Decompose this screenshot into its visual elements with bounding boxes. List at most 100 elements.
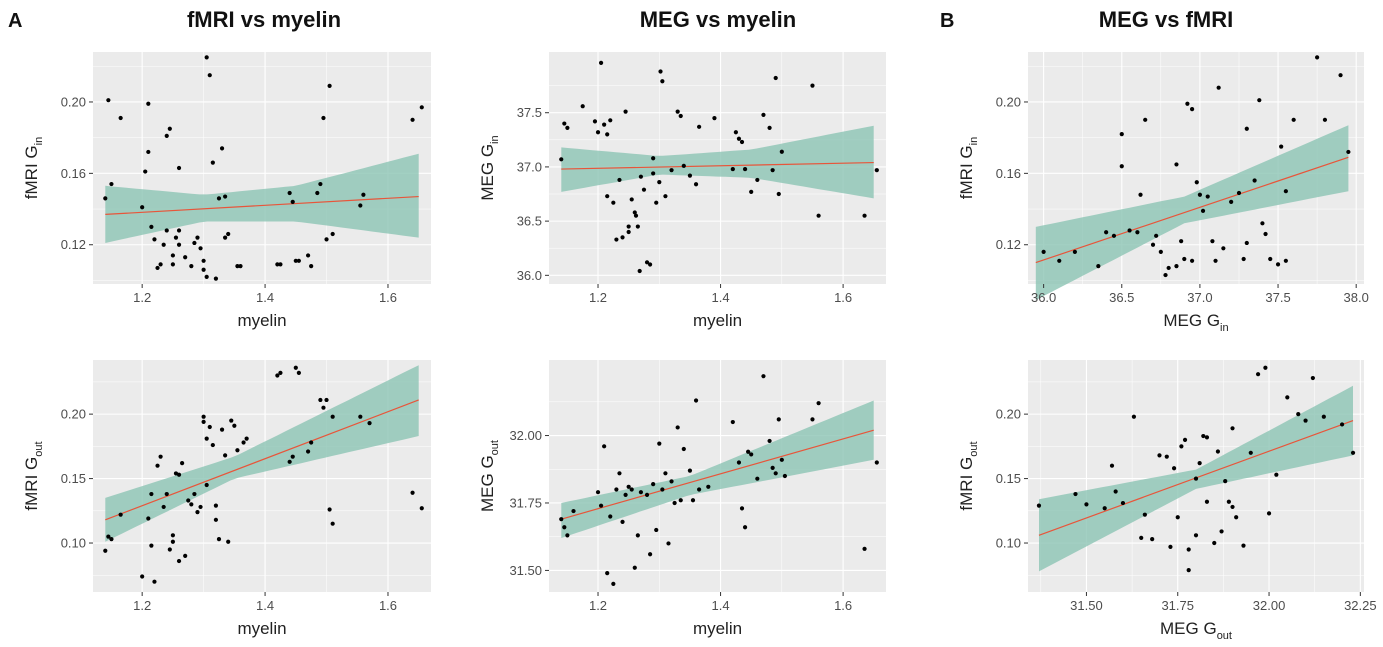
- data-point: [614, 237, 619, 242]
- data-point: [309, 264, 314, 269]
- x-tick-label: 1.6: [834, 290, 852, 305]
- data-point: [1321, 414, 1326, 419]
- x-tick-label: 1.2: [133, 290, 151, 305]
- data-point: [1268, 256, 1273, 262]
- panel-label-b: B: [940, 10, 954, 32]
- data-point: [1163, 272, 1168, 278]
- data-point: [608, 514, 613, 519]
- data-point: [419, 506, 424, 511]
- data-point: [681, 446, 686, 452]
- data-point: [658, 69, 663, 74]
- data-point: [1244, 126, 1249, 131]
- x-tick-label: 1.2: [589, 598, 607, 613]
- data-point: [223, 453, 228, 458]
- data-point: [1263, 231, 1268, 237]
- data-point: [167, 126, 172, 131]
- data-point: [629, 487, 634, 492]
- data-point: [755, 476, 760, 481]
- data-point: [810, 417, 815, 422]
- data-point: [1212, 540, 1217, 546]
- data-point: [562, 525, 567, 530]
- data-point: [626, 229, 631, 235]
- data-point: [669, 168, 674, 173]
- x-tick-label: 36.0: [1031, 290, 1056, 305]
- data-point: [1275, 262, 1281, 267]
- data-point: [327, 507, 332, 512]
- data-point: [1338, 73, 1343, 78]
- data-point: [1185, 101, 1190, 106]
- data-point: [635, 224, 640, 229]
- data-point: [1189, 258, 1195, 263]
- data-point: [779, 457, 784, 462]
- data-point: [1219, 529, 1224, 534]
- data-point: [669, 479, 674, 484]
- data-point: [742, 166, 748, 172]
- y-axis-label-subscript: out: [489, 440, 501, 455]
- data-point: [361, 192, 366, 197]
- data-point: [330, 231, 335, 237]
- y-tick-label: 31.50: [509, 563, 542, 578]
- x-axis-label-subscript: in: [1220, 322, 1229, 334]
- data-point: [1266, 511, 1272, 516]
- data-point: [626, 224, 631, 229]
- data-point: [149, 224, 154, 229]
- x-tick-label: 32.00: [1253, 598, 1286, 613]
- data-point: [681, 163, 686, 168]
- data-point: [598, 503, 604, 508]
- data-point: [637, 268, 642, 274]
- data-point: [654, 200, 659, 205]
- data-point: [638, 174, 644, 179]
- y-tick-label: 32.00: [509, 428, 542, 443]
- data-point: [1142, 512, 1147, 517]
- column-title-meg-vs-fmri: MEG vs fMRI: [1099, 7, 1233, 32]
- data-point: [810, 83, 815, 88]
- data-point: [164, 491, 169, 497]
- data-point: [204, 274, 209, 279]
- data-point: [1257, 98, 1262, 103]
- data-point: [611, 581, 616, 587]
- panel-label-a: A: [8, 10, 22, 32]
- x-tick-label: 38.0: [1344, 290, 1369, 305]
- y-tick-label: 36.5: [517, 214, 542, 229]
- x-tick-label: 1.4: [712, 290, 730, 305]
- data-point: [229, 418, 234, 423]
- data-point: [410, 490, 415, 495]
- data-point: [241, 440, 246, 445]
- regression-line: [561, 161, 874, 170]
- data-point: [1157, 453, 1162, 458]
- data-point: [595, 130, 601, 135]
- y-tick-label: 0.12: [61, 237, 86, 252]
- confidence-band: [105, 153, 419, 243]
- data-point: [617, 177, 622, 183]
- x-tick-label: 36.5: [1109, 290, 1134, 305]
- data-point: [641, 187, 647, 192]
- data-point: [238, 264, 243, 269]
- data-point: [1346, 149, 1351, 155]
- data-point: [1260, 221, 1265, 226]
- data-point: [244, 436, 249, 441]
- data-point: [176, 242, 182, 247]
- data-point: [770, 168, 775, 173]
- data-point: [170, 533, 175, 538]
- data-point: [1186, 547, 1191, 552]
- data-point: [638, 490, 644, 495]
- data-point: [1150, 242, 1156, 247]
- data-point: [730, 419, 735, 425]
- data-point: [672, 500, 677, 506]
- data-point: [155, 463, 160, 468]
- data-point: [1279, 144, 1284, 149]
- x-tick-label: 1.4: [712, 598, 730, 613]
- data-point: [1315, 55, 1320, 60]
- data-point: [614, 487, 619, 492]
- data-point: [290, 199, 295, 205]
- data-point: [152, 237, 157, 242]
- data-point: [1223, 479, 1228, 484]
- data-point: [419, 105, 424, 110]
- data-point: [219, 427, 225, 432]
- data-point: [657, 179, 662, 185]
- data-point: [1036, 503, 1042, 508]
- data-point: [1135, 230, 1140, 235]
- data-point: [1241, 543, 1246, 548]
- data-point: [216, 196, 222, 201]
- x-tick-label: 1.2: [133, 598, 151, 613]
